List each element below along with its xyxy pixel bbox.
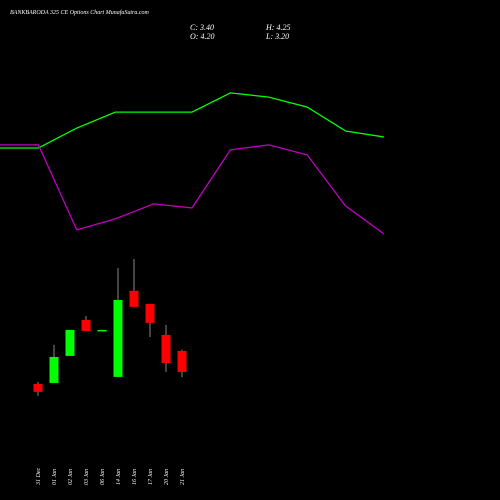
ohlc-label: L: 3.20 xyxy=(265,32,289,41)
x-tick-label: 17 Jan xyxy=(148,469,154,485)
candle-body xyxy=(161,334,171,363)
ohlc-label: C: 3.40 xyxy=(190,23,214,32)
candle-body xyxy=(33,383,43,392)
candle-body xyxy=(97,329,107,332)
indicator-line xyxy=(0,92,385,149)
candle-body xyxy=(65,329,75,356)
candle-body xyxy=(113,300,123,377)
candle-body xyxy=(81,319,91,331)
candle-body xyxy=(145,303,155,323)
chart-title: BANKBARODA 325 CE Options Chart MunafaSu… xyxy=(10,9,150,16)
x-tick-label: 06 Jan xyxy=(100,469,106,485)
indicator-line xyxy=(0,144,385,235)
candle-body xyxy=(129,290,139,307)
x-tick-label: 20 Jan xyxy=(164,469,170,485)
ohlc-label: O: 4.20 xyxy=(190,32,214,41)
x-tick-label: 02 Jan xyxy=(68,469,74,485)
x-tick-label: 16 Jan xyxy=(132,469,138,485)
x-tick-label: 03 Jan xyxy=(84,469,90,485)
x-tick-label: 31 Dec xyxy=(36,468,42,486)
candle-body xyxy=(49,356,59,383)
candle-body xyxy=(177,350,187,372)
ohlc-label: H: 4.25 xyxy=(265,23,290,32)
x-tick-label: 21 Jan xyxy=(180,469,186,485)
x-tick-label: 14 Jan xyxy=(115,469,122,485)
x-tick-label: 01 Jan xyxy=(52,469,58,485)
